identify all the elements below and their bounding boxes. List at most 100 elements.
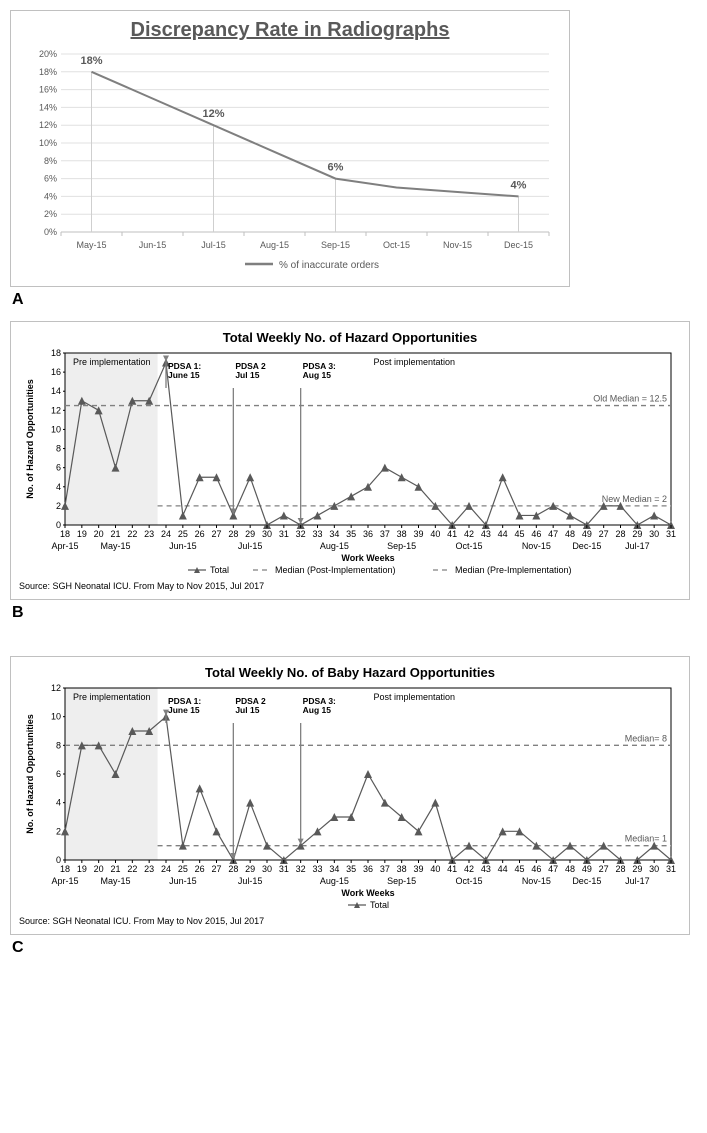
svg-text:% of inaccurate orders: % of inaccurate orders (279, 260, 379, 271)
svg-text:Median (Pre-Implementation): Median (Pre-Implementation) (455, 565, 572, 575)
svg-text:44: 44 (498, 529, 508, 539)
svg-text:49: 49 (582, 864, 592, 874)
svg-text:Jul 15: Jul 15 (235, 705, 259, 715)
svg-text:10: 10 (51, 424, 61, 434)
svg-text:No. of Hazard Opportunities: No. of Hazard Opportunities (25, 714, 35, 834)
svg-text:12%: 12% (202, 108, 224, 120)
svg-text:2: 2 (56, 826, 61, 836)
svg-text:35: 35 (346, 864, 356, 874)
svg-text:0%: 0% (44, 227, 57, 237)
svg-text:31: 31 (666, 864, 676, 874)
svg-text:22: 22 (127, 864, 137, 874)
svg-text:May-15: May-15 (76, 240, 106, 250)
chart-a-title: Discrepancy Rate in Radiographs (19, 19, 561, 42)
svg-text:14%: 14% (39, 102, 57, 112)
svg-text:30: 30 (262, 864, 272, 874)
svg-text:18%: 18% (80, 55, 102, 67)
svg-text:Dec-15: Dec-15 (572, 876, 601, 886)
svg-text:19: 19 (77, 864, 87, 874)
panel-b-label: B (12, 604, 697, 622)
svg-text:Dec-15: Dec-15 (504, 240, 533, 250)
panel-c-label: C (12, 939, 697, 957)
svg-text:40: 40 (430, 864, 440, 874)
svg-text:Apr-15: Apr-15 (51, 541, 78, 551)
svg-text:26: 26 (195, 529, 205, 539)
svg-text:45: 45 (514, 864, 524, 874)
svg-text:46: 46 (531, 529, 541, 539)
svg-text:20: 20 (94, 529, 104, 539)
svg-text:29: 29 (245, 864, 255, 874)
svg-text:49: 49 (582, 529, 592, 539)
svg-text:18%: 18% (39, 67, 57, 77)
svg-text:Jul-17: Jul-17 (625, 541, 650, 551)
svg-text:Post implementation: Post implementation (374, 357, 456, 367)
svg-text:May-15: May-15 (100, 876, 130, 886)
svg-text:Nov-15: Nov-15 (522, 541, 551, 551)
svg-text:Jun-15: Jun-15 (169, 541, 197, 551)
chart-c-title: Total Weekly No. of Baby Hazard Opportun… (19, 665, 681, 680)
svg-text:46: 46 (531, 864, 541, 874)
svg-text:Oct-15: Oct-15 (455, 876, 482, 886)
svg-text:38: 38 (397, 529, 407, 539)
svg-text:41: 41 (447, 864, 457, 874)
svg-text:May-15: May-15 (100, 541, 130, 551)
svg-text:Jul-15: Jul-15 (201, 240, 226, 250)
svg-text:36: 36 (363, 864, 373, 874)
svg-text:6: 6 (56, 769, 61, 779)
svg-text:16%: 16% (39, 85, 57, 95)
svg-text:2%: 2% (44, 209, 57, 219)
svg-text:New Median = 2: New Median = 2 (602, 494, 667, 504)
svg-text:29: 29 (632, 529, 642, 539)
chart-b-title: Total Weekly No. of Hazard Opportunities (19, 330, 681, 345)
svg-text:June 15: June 15 (168, 370, 200, 380)
svg-text:Sep-15: Sep-15 (321, 240, 350, 250)
svg-text:34: 34 (329, 529, 339, 539)
svg-text:Jun-15: Jun-15 (169, 876, 197, 886)
svg-text:8: 8 (56, 740, 61, 750)
svg-text:4: 4 (56, 482, 61, 492)
svg-text:31: 31 (279, 864, 289, 874)
svg-text:12: 12 (51, 684, 61, 693)
svg-text:34: 34 (329, 864, 339, 874)
svg-text:29: 29 (632, 864, 642, 874)
svg-text:25: 25 (178, 864, 188, 874)
svg-text:2: 2 (56, 501, 61, 511)
panel-a: Discrepancy Rate in Radiographs 0%2%4%6%… (10, 10, 570, 287)
svg-text:21: 21 (110, 864, 120, 874)
svg-text:Pre implementation: Pre implementation (73, 692, 151, 702)
svg-text:6%: 6% (328, 162, 344, 174)
svg-text:39: 39 (413, 864, 423, 874)
svg-text:43: 43 (481, 864, 491, 874)
svg-text:Oct-15: Oct-15 (383, 240, 410, 250)
svg-text:Oct-15: Oct-15 (455, 541, 482, 551)
svg-text:Jun-15: Jun-15 (139, 240, 167, 250)
svg-text:20: 20 (94, 864, 104, 874)
svg-text:30: 30 (649, 864, 659, 874)
svg-text:Sep-15: Sep-15 (387, 541, 416, 551)
svg-text:37: 37 (380, 529, 390, 539)
svg-text:27: 27 (599, 864, 609, 874)
svg-text:29: 29 (245, 529, 255, 539)
svg-text:Aug 15: Aug 15 (303, 370, 332, 380)
svg-text:6%: 6% (44, 174, 57, 184)
svg-text:12%: 12% (39, 120, 57, 130)
svg-text:18: 18 (60, 529, 70, 539)
svg-text:Median= 1: Median= 1 (625, 834, 667, 844)
svg-text:Median= 8: Median= 8 (625, 733, 667, 743)
svg-text:14: 14 (51, 386, 61, 396)
svg-text:36: 36 (363, 529, 373, 539)
svg-text:18: 18 (60, 864, 70, 874)
svg-text:41: 41 (447, 529, 457, 539)
svg-text:Nov-15: Nov-15 (443, 240, 472, 250)
svg-text:28: 28 (615, 529, 625, 539)
svg-text:16: 16 (51, 367, 61, 377)
svg-text:30: 30 (649, 529, 659, 539)
svg-text:28: 28 (228, 529, 238, 539)
svg-text:Median (Post-Implementation): Median (Post-Implementation) (275, 565, 396, 575)
svg-text:32: 32 (296, 529, 306, 539)
svg-text:38: 38 (397, 864, 407, 874)
chart-b-source: Source: SGH Neonatal ICU. From May to No… (19, 581, 681, 591)
svg-text:Work Weeks: Work Weeks (341, 888, 394, 898)
chart-b-svg: 024681012141618Pre implementationPost im… (19, 349, 683, 579)
svg-text:No. of Hazard Opportunities: No. of Hazard Opportunities (25, 379, 35, 499)
